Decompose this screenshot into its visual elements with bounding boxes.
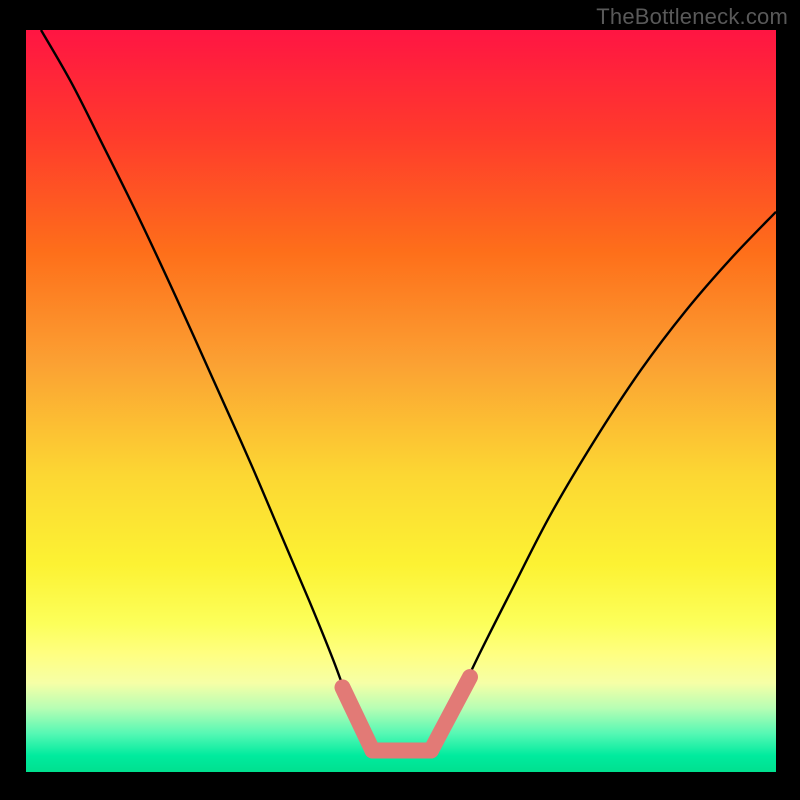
plot-background-gradient	[26, 30, 776, 772]
bottleneck-chart	[0, 0, 800, 800]
watermark-text: TheBottleneck.com	[596, 4, 788, 30]
